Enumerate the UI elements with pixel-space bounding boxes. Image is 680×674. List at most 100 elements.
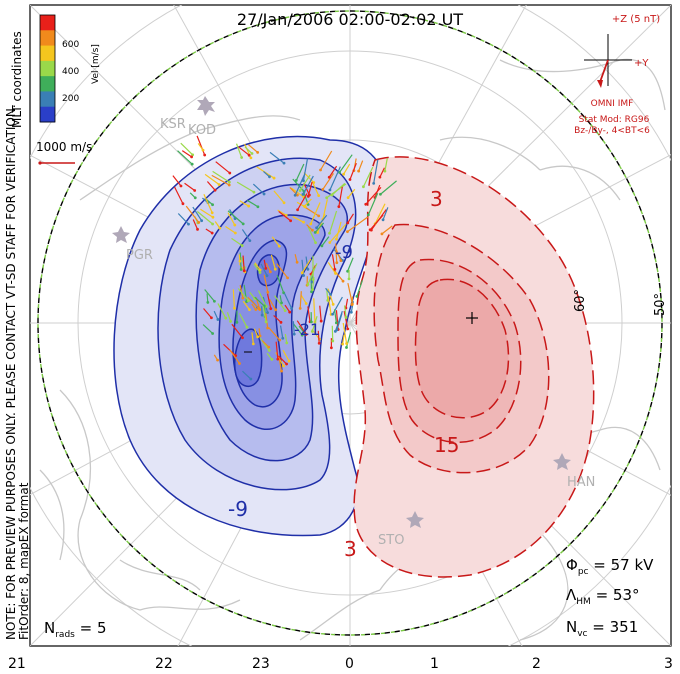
velocity-vector — [239, 313, 248, 328]
velocity-vector-origin — [350, 303, 354, 307]
velocity-vector-origin — [328, 241, 332, 244]
velocity-vector-origin — [210, 231, 214, 235]
velocity-vector-origin — [319, 168, 322, 172]
velocity-vector-origin — [310, 280, 314, 284]
velocity-vector-origin — [306, 267, 310, 271]
velocity-vector — [369, 214, 384, 231]
velocity-vector-origin — [267, 348, 271, 352]
velocity-vector-origin — [193, 189, 197, 192]
velocity-vector — [305, 256, 309, 270]
velocity-vector — [180, 142, 194, 156]
velocity-vector — [226, 312, 232, 322]
velocity-vector — [299, 291, 302, 309]
mlt-coordinates-label: MLT coordinates — [10, 31, 24, 128]
velocity-vector — [345, 298, 349, 309]
fit-order-note: FitOrder: 8, mapEX format — [17, 482, 31, 640]
velocity-vector — [317, 213, 326, 233]
velocity-vector-origin — [246, 299, 250, 303]
velocity-vector — [299, 174, 311, 191]
station-pgr: PGR — [112, 226, 153, 263]
imf-y-label: +Y — [634, 58, 649, 69]
colorbar-tick: 200 — [62, 94, 79, 104]
velocity-vector — [203, 194, 213, 214]
velocity-vector-origin — [349, 310, 353, 314]
station-label-kod: KOD — [188, 123, 216, 138]
velocity-vector — [227, 212, 236, 226]
mlt-tick: 0 — [345, 656, 354, 672]
colorbar-tick: 600 — [62, 40, 79, 50]
velocity-vector — [304, 206, 319, 217]
map-statistics: Φpc = 57 kV ΛHM = 53° Nvc = 351 Nrads = … — [44, 556, 654, 640]
velocity-vector — [379, 167, 386, 178]
velocity-vector-origin — [346, 327, 350, 331]
velocity-vector — [292, 323, 303, 336]
velocity-vector-origin — [262, 192, 266, 196]
contour-label-neg: -21 — [294, 320, 320, 339]
velocity-vector-origin — [181, 202, 185, 206]
velocity-vector — [203, 308, 212, 319]
contour-label-neg: -9 — [335, 242, 353, 263]
velocity-vector — [276, 274, 285, 294]
velocity-vector-origin — [238, 259, 242, 263]
velocity-vector — [343, 310, 349, 329]
velocity-vector-origin — [256, 151, 260, 154]
velocity-vector — [319, 305, 322, 322]
velocity-vector-origin — [337, 205, 341, 209]
velocity-vector — [296, 320, 307, 335]
velocity-vector-origin — [304, 332, 308, 336]
velocity-vector — [307, 226, 317, 243]
velocity-vector-origin — [329, 346, 333, 350]
velocity-vector-origin — [274, 308, 278, 312]
velocity-vector-origin — [339, 259, 343, 263]
velocity-vector — [242, 300, 250, 310]
velocity-vector-origin — [245, 325, 249, 329]
velocity-vector-origin — [288, 310, 292, 314]
velocity-vector — [265, 313, 269, 329]
velocity-vector-origin — [333, 267, 337, 271]
velocity-vector-origin — [258, 334, 262, 338]
velocity-vector-origin — [331, 339, 335, 343]
velocity-vector — [307, 306, 311, 322]
velocity-vector-origin — [227, 180, 231, 184]
velocity-vector-origin — [252, 190, 256, 194]
velocity-vector — [185, 205, 200, 223]
velocity-vector-origin — [260, 313, 264, 317]
velocity-vector — [172, 175, 182, 187]
phi-pc-label: Φpc = 57 kV — [566, 556, 654, 577]
velocity-vector — [202, 324, 214, 334]
velocity-vector — [278, 210, 291, 222]
velocity-vector-origin — [235, 320, 239, 324]
velocity-vector — [300, 294, 307, 304]
velocity-vector-origin — [304, 302, 308, 305]
velocity-vector — [362, 166, 374, 187]
colorbar-segment — [40, 60, 55, 77]
stations: KSR KOD PGR HAN STO — [112, 96, 595, 548]
velocity-vector-origin — [346, 269, 349, 273]
mlt-tick: 3 — [664, 656, 673, 672]
velocity-vector-origin — [264, 266, 268, 270]
velocity-vector — [307, 181, 313, 197]
velocity-vector-origin — [233, 306, 236, 310]
velocity-vector-origin — [334, 321, 338, 325]
velocity-vector — [347, 213, 354, 224]
velocity-vector — [365, 186, 382, 205]
velocity-vector-origin — [251, 342, 255, 346]
velocity-vector-origin — [331, 302, 335, 306]
mlt-tick: 22 — [155, 656, 173, 672]
velocity-vector — [343, 163, 351, 175]
velocity-vector — [381, 225, 393, 235]
velocity-vector — [231, 237, 243, 247]
mlt-tick: 23 — [252, 656, 270, 672]
velocity-vector-origin — [210, 211, 214, 215]
velocity-vector-origin — [242, 269, 246, 273]
velocity-vector-origin — [268, 270, 272, 274]
velocity-vector — [367, 193, 379, 216]
velocity-vector — [239, 200, 249, 207]
velocity-vector-origin — [284, 213, 288, 217]
velocity-vector-origin — [378, 175, 382, 179]
velocity-vector — [298, 325, 306, 334]
vector-scale: 1000 m/s — [36, 140, 92, 165]
velocity-vector-origin — [248, 308, 251, 312]
velocity-vector-origin — [179, 184, 183, 188]
velocity-vector — [242, 370, 252, 380]
